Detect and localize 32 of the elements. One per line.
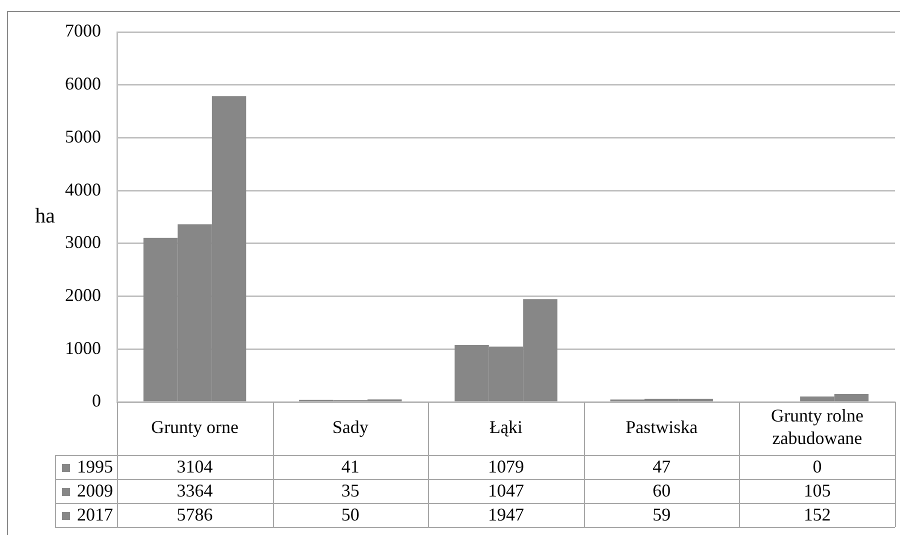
x-tick-label: Łąki (490, 416, 522, 437)
y-tick-label: 3000 (65, 232, 101, 252)
data-label: 0 (812, 456, 822, 477)
y-tick-label: 1000 (65, 338, 101, 358)
data-label: 35 (341, 480, 360, 501)
legend-label: 2017 (77, 504, 113, 525)
x-tick-label: Grunty orne (151, 416, 239, 437)
data-label: 1047 (488, 480, 524, 501)
legend-label: 1995 (77, 456, 113, 477)
data-label: 1079 (488, 456, 524, 477)
data-label: 1947 (488, 504, 524, 525)
legend-label: 2009 (77, 480, 113, 501)
data-label: 5786 (176, 504, 213, 525)
data-label: 152 (804, 504, 831, 525)
data-label: 50 (341, 504, 360, 525)
x-tick-label: Pastwiska (626, 416, 698, 437)
x-tick-label: Sady (332, 416, 368, 437)
y-tick-label: 4000 (65, 179, 101, 200)
y-tick-label: 5000 (65, 126, 101, 146)
x-tick-label: Grunty rolne zabudowane (770, 406, 864, 448)
y-tick-label: 6000 (65, 74, 101, 94)
y-axis-title: ha (35, 204, 56, 228)
data-label: 41 (341, 456, 360, 477)
y-tick-label: 2000 (65, 285, 101, 306)
y-tick-label: 0 (92, 390, 101, 411)
y-tick-label: 7000 (65, 20, 101, 41)
data-label: 59 (652, 504, 671, 525)
data-label: 3104 (176, 456, 213, 477)
data-label: 3364 (176, 480, 213, 501)
data-label: 60 (652, 480, 671, 501)
data-label: 47 (652, 456, 671, 477)
data-label: 105 (804, 480, 831, 501)
